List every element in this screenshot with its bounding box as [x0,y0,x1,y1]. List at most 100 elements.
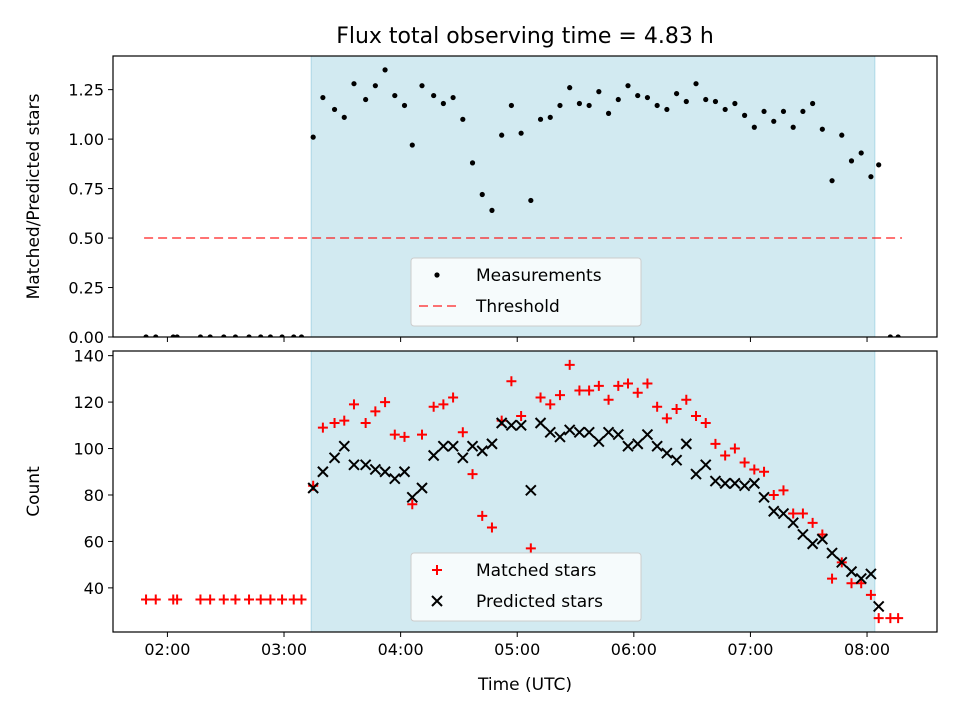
data-point [339,415,350,426]
data-point [544,426,556,438]
data-point [681,394,692,405]
legend-label: Threshold [475,297,560,317]
data-point [244,594,255,605]
data-point [605,110,612,116]
data-point [554,431,566,443]
data-point [790,124,796,130]
data-point [780,108,787,115]
data-point [348,459,360,471]
data-point [873,613,884,624]
y-tick-label: 60 [84,532,104,551]
data-point [729,477,741,490]
data-point [670,454,683,466]
series-measurements [143,67,901,337]
legend: Measurements Threshold [410,257,642,327]
data-point [893,613,904,624]
data-point [586,102,592,109]
data-point [625,83,631,89]
data-point [360,417,371,428]
y-tick-label: 0.00 [68,328,104,347]
y-tick-label: 1.00 [68,130,104,149]
legend-label: Measurements [476,266,602,286]
data-point [401,102,408,109]
data-point [457,427,468,438]
data-point [664,106,670,113]
legend-marker [431,595,443,607]
data-point [416,482,428,494]
y-tick-label: 80 [84,486,104,505]
data-point [141,594,152,605]
data-point [246,334,252,337]
data-point [197,334,204,337]
data-point [486,522,497,533]
y-tick-label: 0.25 [68,279,104,298]
data-point [652,401,663,412]
data-point [819,126,825,132]
data-point [563,424,576,436]
data-point [739,457,750,468]
data-point [690,468,702,480]
y-tick-label: 0.50 [68,229,104,248]
y-axis-label: Count [24,466,44,517]
data-point [427,449,440,462]
data-point [868,174,874,180]
x-tick-label: 04:00 [378,640,424,659]
y-tick-label: 120 [73,393,104,412]
data-point [768,489,779,500]
data-point [407,499,418,510]
data-point [800,108,806,115]
data-point [486,438,498,450]
data-point [810,100,816,107]
data-point [440,100,446,107]
data-point [382,67,388,73]
data-point [331,106,338,113]
data-point [567,85,573,91]
data-point [505,419,518,432]
data-point [419,83,425,89]
data-point [635,92,641,99]
data-point [700,417,711,428]
data-point [749,464,760,475]
data-point [673,90,680,97]
data-point [317,466,329,478]
data-point [583,426,595,438]
data-point [170,334,176,337]
data-point [797,508,808,519]
data-point [729,443,740,454]
data-point [508,102,514,109]
data-point [370,406,381,417]
data-point [732,100,738,107]
data-point [232,334,239,337]
x-axis-label: Time (UTC) [477,675,572,695]
data-point [788,508,799,519]
data-point [450,94,456,101]
data-point [858,150,864,156]
data-point [428,401,439,412]
data-point [267,334,274,337]
data-point [865,568,877,580]
data-point [363,96,369,103]
data-point [827,573,838,584]
data-point [431,92,437,99]
data-point [593,380,604,391]
data-point [759,466,770,477]
data-point [748,477,761,490]
data-point [603,394,614,405]
legend-marker [434,272,440,278]
data-point [826,547,838,559]
chart-title: Flux total observing time = 4.83 h [336,24,714,49]
data-point [612,428,624,441]
data-point [469,160,476,166]
data-point [537,116,544,122]
x-tick-label: 05:00 [494,640,540,659]
data-point [593,435,605,448]
data-point [329,417,340,428]
data-point [661,447,673,459]
data-point [806,538,819,550]
data-point [479,191,485,198]
axes-frame [112,55,938,338]
data-point [447,440,459,452]
data-point [644,94,651,101]
data-point [437,440,450,452]
data-point [895,334,901,337]
